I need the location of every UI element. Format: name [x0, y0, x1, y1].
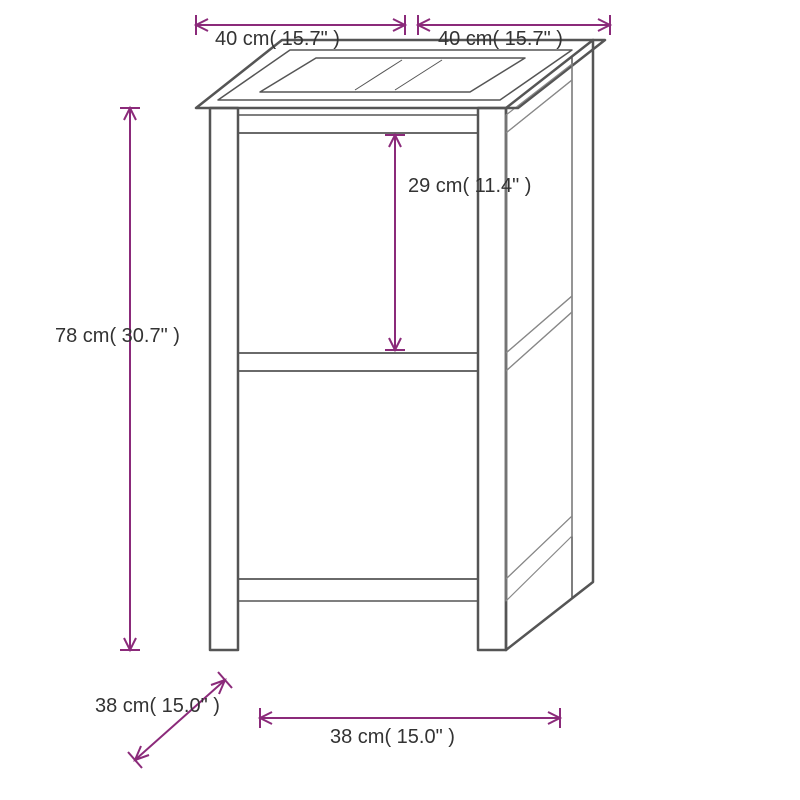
- label-inner-depth: 29 cm( 11.4" ): [408, 175, 478, 198]
- product-drawing: [196, 40, 605, 650]
- diagram-container: 40 cm( 15.7" ) 40 cm( 15.7" ) 78 cm( 30.…: [0, 0, 800, 800]
- dimension-lines: [120, 15, 610, 768]
- label-bottom-depth: 38 cm( 15.0" ): [95, 695, 175, 718]
- label-height: 78 cm( 30.7" ): [55, 325, 125, 348]
- dim-bottom-depth: [128, 672, 232, 768]
- dim-bottom-width: [260, 708, 560, 728]
- dim-height: [120, 108, 140, 650]
- label-top-depth: 40 cm( 15.7" ): [438, 28, 563, 51]
- label-top-width: 40 cm( 15.7" ): [215, 28, 340, 51]
- label-bottom-width: 38 cm( 15.0" ): [330, 726, 455, 749]
- diagram-svg: [0, 0, 800, 800]
- dim-inner-depth: [385, 135, 405, 350]
